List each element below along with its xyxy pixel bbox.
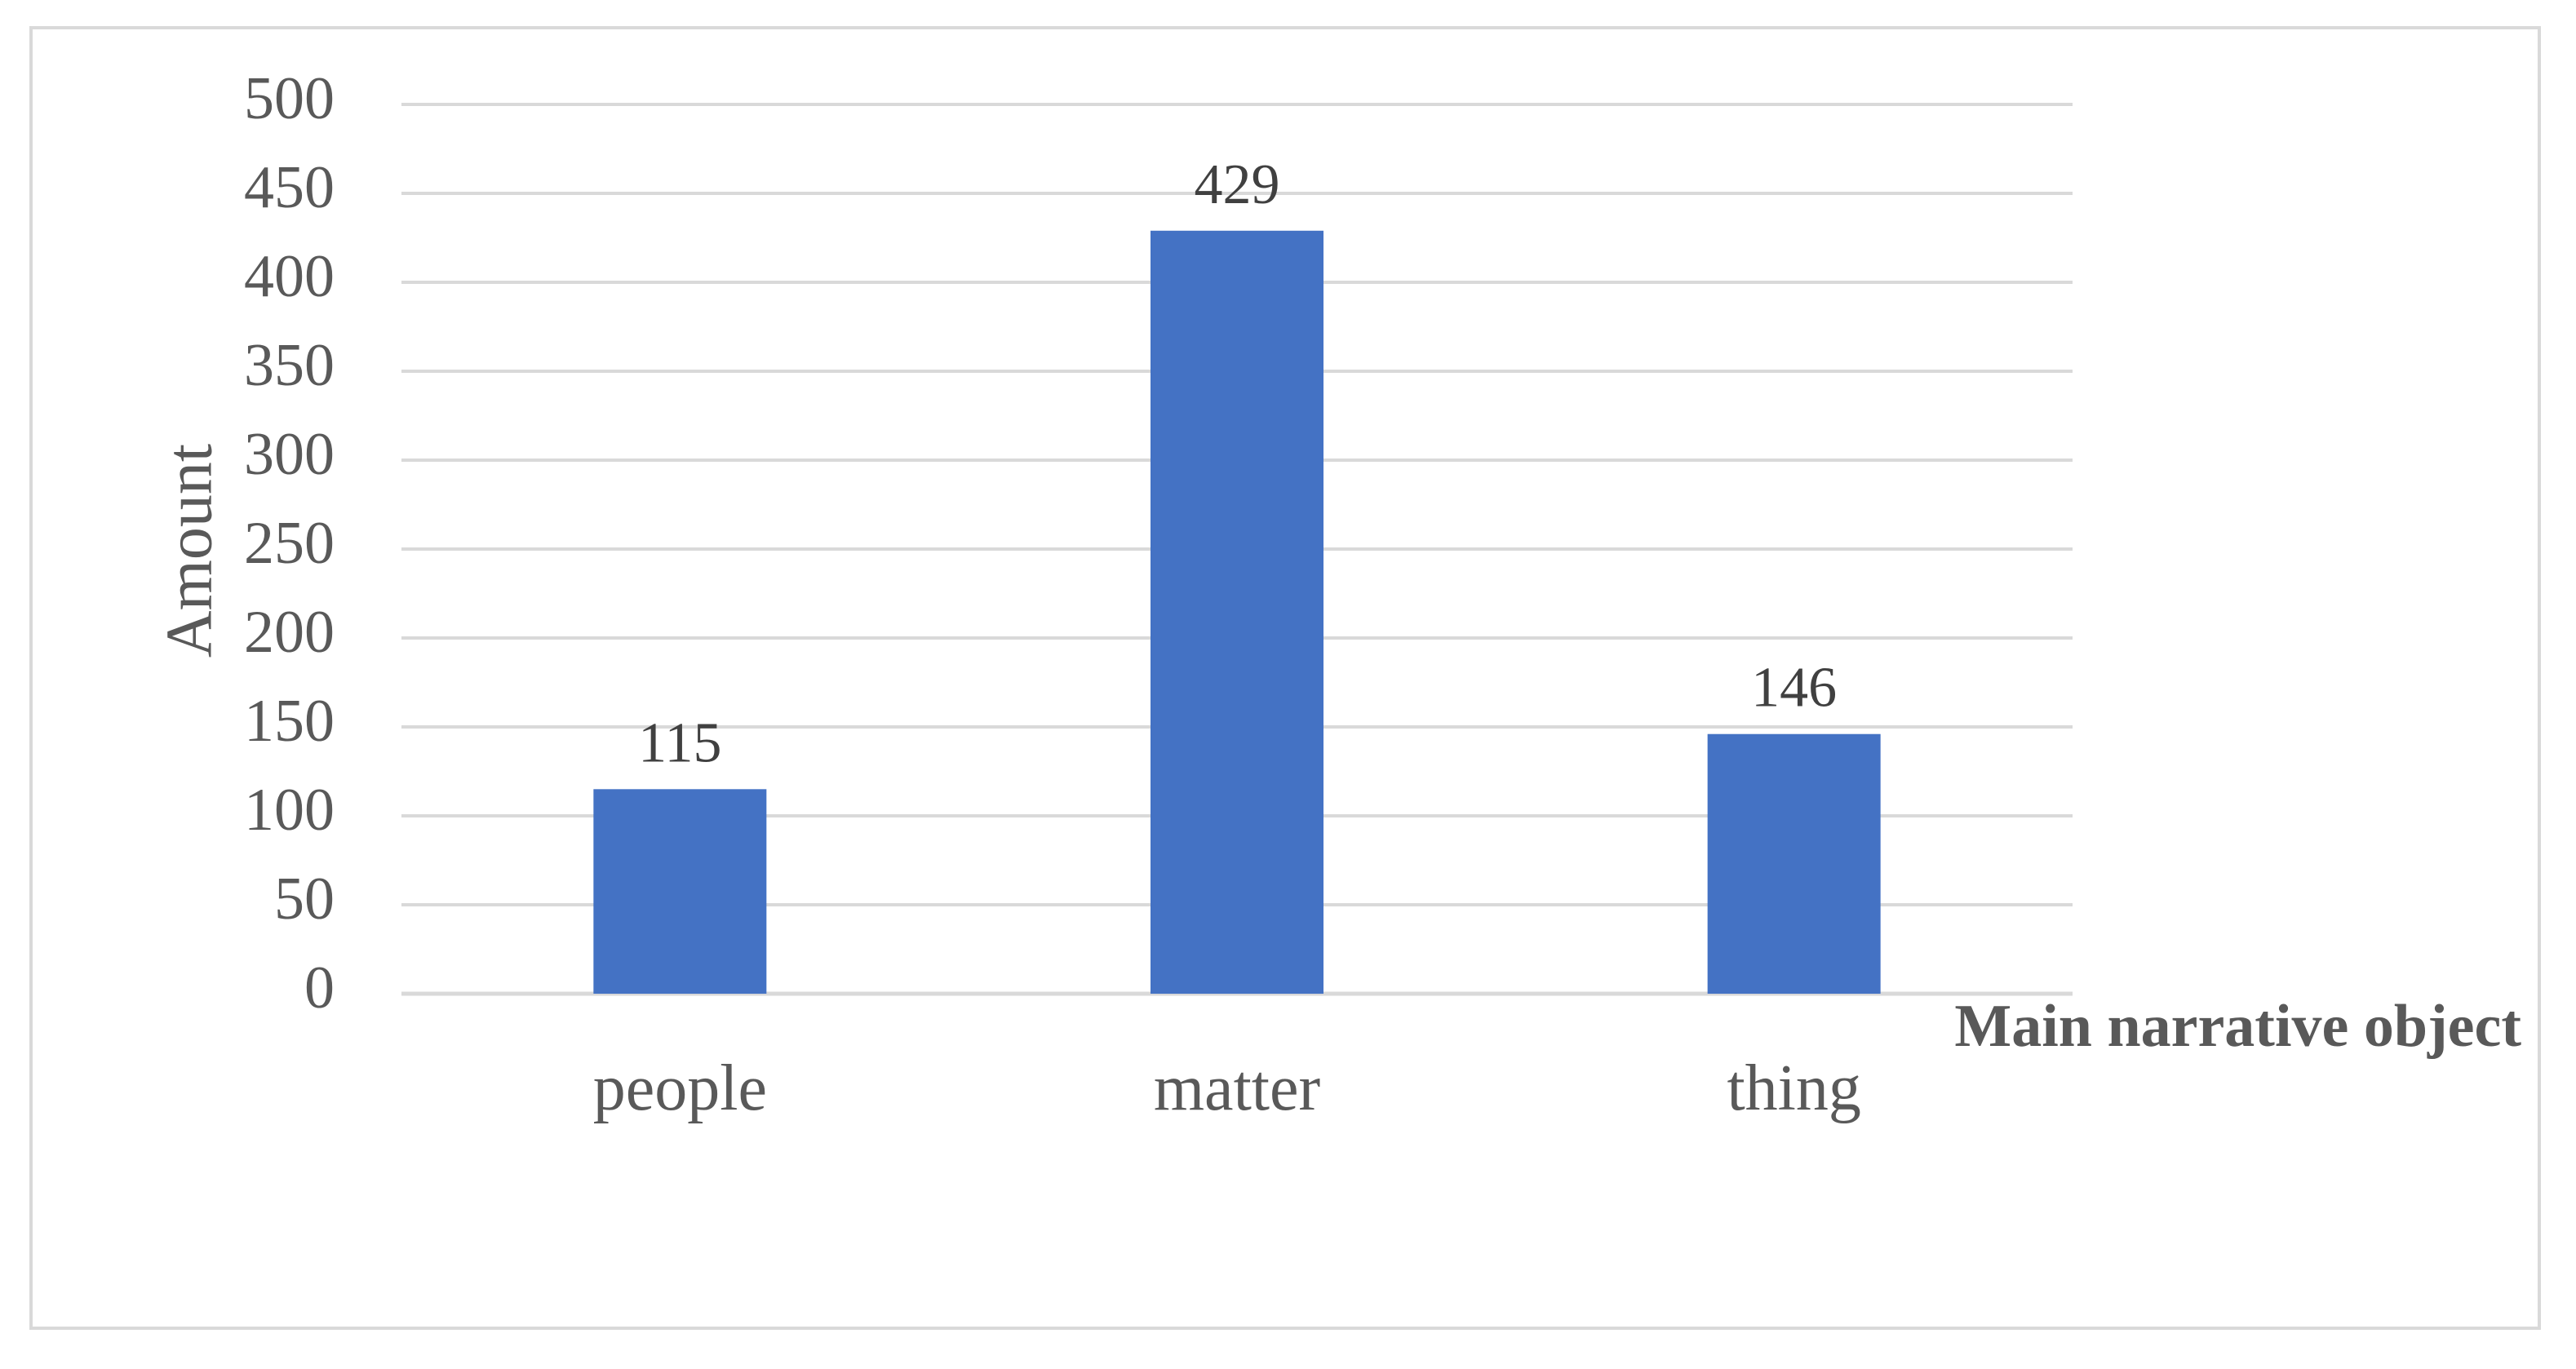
- y-tick-label: 300: [244, 421, 335, 488]
- y-tick-label: 50: [274, 866, 335, 933]
- bar-matter: [1151, 230, 1323, 994]
- y-tick-label: 350: [244, 332, 335, 399]
- bar-people: [593, 789, 767, 994]
- y-tick-label: 100: [244, 777, 335, 844]
- bars: [593, 230, 1881, 994]
- y-axis-title: Amount: [153, 444, 225, 658]
- data-label-matter: 429: [1195, 153, 1280, 216]
- data-label-thing: 146: [1751, 657, 1837, 720]
- category-label-matter: matter: [1154, 1052, 1320, 1124]
- y-tick-label: 400: [244, 243, 335, 310]
- y-tick-label: 250: [244, 510, 335, 577]
- y-tick-label: 0: [304, 955, 335, 1021]
- y-axis-ticks: 0 50 100 150 200 250 300 350 400 450 500: [244, 65, 335, 1021]
- category-label-thing: thing: [1727, 1052, 1860, 1124]
- y-tick-label: 200: [244, 599, 335, 666]
- x-axis-title: Main narrative object: [1954, 993, 2521, 1060]
- y-tick-label: 450: [244, 154, 335, 221]
- bar-thing: [1707, 733, 1881, 994]
- y-tick-label: 150: [244, 688, 335, 755]
- data-label-people: 115: [638, 711, 721, 774]
- category-label-people: people: [593, 1052, 767, 1124]
- data-labels: 115 429 146: [638, 153, 1837, 775]
- x-axis-categories: people matter thing: [593, 1052, 1861, 1124]
- y-tick-label: 500: [244, 65, 335, 132]
